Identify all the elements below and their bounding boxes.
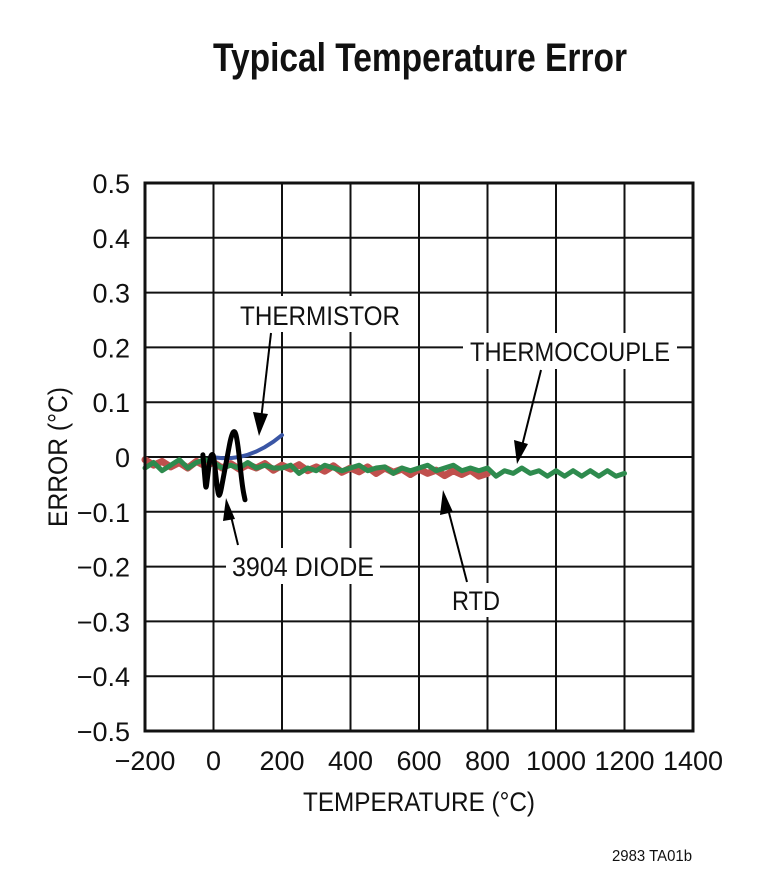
arrowhead-icon bbox=[223, 498, 235, 521]
label-3904-diode: 3904 DIODE bbox=[232, 552, 374, 582]
y-tick-label: 0.3 bbox=[92, 279, 130, 309]
annotation-thermistor: THERMISTOR bbox=[234, 296, 406, 436]
plot-frame bbox=[143, 181, 695, 733]
x-tick-label: 200 bbox=[259, 746, 304, 776]
y-tick-label: −0.1 bbox=[77, 498, 130, 528]
x-tick-label: 400 bbox=[328, 746, 373, 776]
arrowhead-icon bbox=[440, 490, 453, 515]
x-tick-label: 800 bbox=[465, 746, 510, 776]
label-thermistor: THERMISTOR bbox=[240, 301, 400, 331]
annotation-thermocouple: THERMOCOUPLE bbox=[463, 333, 677, 464]
label-thermocouple: THERMOCOUPLE bbox=[470, 337, 670, 367]
y-tick-label: −0.2 bbox=[77, 553, 130, 583]
series-line-thermistor bbox=[208, 433, 284, 461]
figure-footnote: 2983 TA01b bbox=[612, 848, 692, 865]
annotation-diode: 3904 DIODE bbox=[223, 498, 380, 584]
x-tick-label: 600 bbox=[396, 746, 441, 776]
y-tick-label: −0.3 bbox=[77, 607, 130, 637]
series-line-3904-diode bbox=[200, 429, 248, 503]
label-rtd: RTD bbox=[452, 586, 500, 616]
y-tick-label: −0.5 bbox=[77, 717, 130, 747]
x-tick-label: 0 bbox=[206, 746, 221, 776]
y-tick-label: 0 bbox=[115, 443, 130, 473]
x-axis-label: TEMPERATURE (°C) bbox=[303, 787, 535, 817]
x-tick-label: −200 bbox=[115, 746, 176, 776]
arrowhead-icon bbox=[253, 412, 268, 436]
y-axis-label: ERROR (°C) bbox=[43, 387, 73, 527]
x-tick-label: 1200 bbox=[594, 746, 654, 776]
y-tick-label: 0.2 bbox=[92, 333, 130, 363]
annotation-rtd: RTD bbox=[440, 490, 504, 617]
x-tick-label: 1400 bbox=[663, 746, 723, 776]
arrowhead-icon bbox=[514, 440, 528, 464]
y-tick-label: 0.4 bbox=[92, 224, 130, 254]
y-tick-label: 0.1 bbox=[92, 388, 130, 418]
y-tick-labels: 0.5 0.4 0.3 0.2 0.1 0 −0.1 −0.2 −0.3 −0.4 −0.5 bbox=[77, 169, 130, 747]
chart-title: Typical Temperature Error bbox=[213, 36, 627, 80]
y-tick-label: −0.4 bbox=[77, 662, 130, 692]
series-group bbox=[141, 429, 627, 503]
x-tick-label: 1000 bbox=[526, 746, 586, 776]
y-tick-label: 0.5 bbox=[92, 169, 130, 199]
x-tick-labels: −200 0 200 400 600 800 1000 1200 1400 bbox=[115, 746, 723, 776]
